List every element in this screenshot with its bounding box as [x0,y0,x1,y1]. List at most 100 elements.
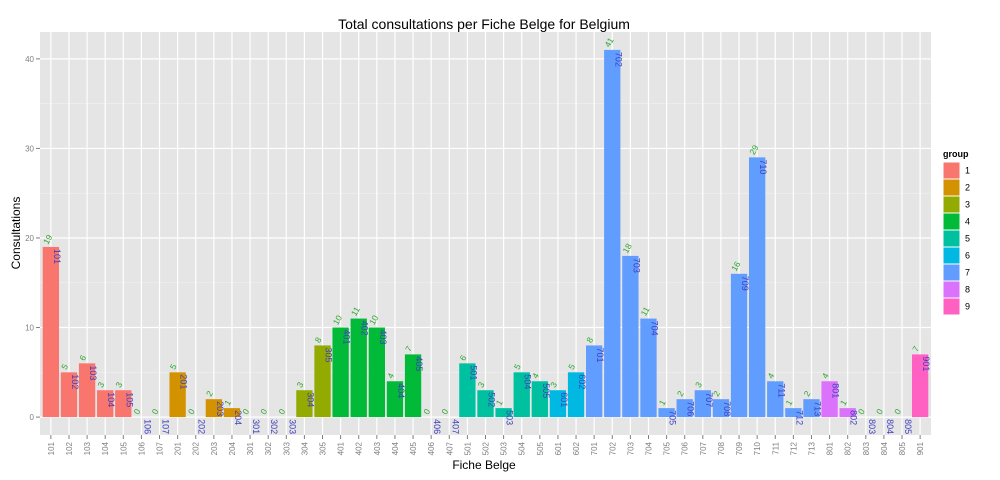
y-axis-title: Consultations [9,197,23,270]
bar-category-label: 707 [704,392,714,407]
bar [459,363,476,418]
bar [495,408,512,418]
x-tick-label: 713 [807,441,816,455]
legend-swatch [942,246,961,265]
bar [730,273,748,418]
bar-category-label: 302 [269,419,279,434]
bar-value-label: 5 [59,362,70,371]
bar-value-label: 1 [838,398,849,407]
bar-category-label: 501 [468,365,478,380]
bar-value-label: 0 [276,407,287,416]
bar-category-label: 710 [758,159,768,174]
bar-category-label: 711 [776,383,786,397]
bar [748,157,766,418]
bar-value-label: 0 [421,407,432,416]
bar-category-label: 502 [487,392,497,407]
bar-value-label: 10 [367,313,381,326]
x-tick-label: 101 [47,441,56,455]
bar-value-label: 1 [783,398,794,407]
bar [531,381,548,418]
bar-value-label: 8 [584,335,595,344]
x-tick-label: 106 [137,441,146,455]
bar [314,345,331,418]
bar-value-label: 10 [331,313,345,326]
legend-label: 8 [965,285,970,295]
x-tick-label: 104 [101,441,110,455]
bar-value-label: 16 [729,259,743,272]
bar [911,354,929,418]
x-tick-label: 504 [518,441,527,455]
chart-title: Total consultations per Fiche Belge for … [338,16,630,32]
legend-swatch [942,212,961,231]
bar [785,408,802,418]
bar [803,399,820,418]
y-tick-label: 20 [25,234,34,243]
bar-value-label: 2 [711,389,722,398]
bar [296,390,313,418]
bar-category-label: 406 [432,419,442,434]
bar-category-label: 802 [849,410,859,425]
x-tick-label: 403 [373,441,382,455]
x-tick-label: 703 [626,441,635,455]
y-tick-label: 10 [25,324,34,333]
bar [767,381,784,418]
x-tick-label: 303 [282,441,291,455]
y-tick-label: 30 [25,144,34,153]
bar-category-label: 705 [668,410,678,425]
x-tick-label: 901 [916,441,925,455]
bar-category-label: 402 [360,321,370,336]
bar-value-label: 6 [457,353,468,362]
bar-category-label: 103 [88,365,98,380]
x-tick-label: 102 [65,441,74,455]
x-axis-title: Fiche Belge [452,458,516,472]
bar-value-label: 2 [675,389,686,398]
bar-category-label: 104 [106,392,116,407]
bar [386,381,404,418]
bar [368,327,385,418]
x-tick-label: 801 [826,441,835,455]
bar-value-label: 8 [313,335,324,344]
bar [477,390,494,418]
bar-category-label: 105 [124,392,134,407]
bar [839,408,856,418]
x-tick-label: 705 [663,441,672,455]
bar-category-label: 701 [595,347,605,362]
bar [676,399,693,418]
bar [586,345,603,418]
bar-category-label: 102 [70,374,80,389]
legend-swatch [942,229,961,248]
bar-category-label: 801 [831,383,841,398]
bar-value-label: 3 [693,380,704,389]
x-tick-label: 301 [246,441,255,455]
bar-value-label: 6 [77,353,88,362]
bar [42,246,60,418]
bar-category-label: 301 [251,419,261,434]
bar-value-label: 3 [294,380,305,389]
x-tick-label: 708 [717,441,726,455]
x-tick-label: 103 [83,441,92,455]
bar-category-label: 901 [921,356,931,371]
x-tick-label: 709 [735,441,744,455]
bar-category-label: 407 [450,419,460,434]
x-tick-label: 805 [898,441,907,455]
x-tick-label: 701 [590,441,599,455]
bar-category-label: 709 [740,276,750,291]
bar-value-label: 29 [747,143,761,156]
bar [332,327,349,418]
bar-value-label: 4 [530,371,541,380]
bar-category-label: 405 [414,356,424,371]
bar [97,390,114,418]
x-tick-label: 503 [500,441,509,455]
bar [658,408,675,418]
bar [350,318,367,418]
x-tick-label: 401 [337,441,346,455]
bar-value-label: 3 [113,380,124,389]
bar-value-label: 0 [439,407,450,416]
bar-category-label: 805 [903,419,913,434]
bar [712,399,730,418]
x-tick-label: 707 [699,441,708,455]
bar-value-label: 19 [41,233,55,246]
bar [115,390,132,418]
